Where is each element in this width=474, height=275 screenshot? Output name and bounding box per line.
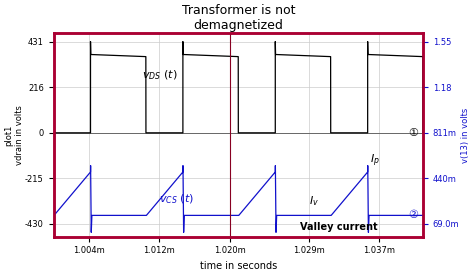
Text: ①: ①	[409, 128, 419, 138]
Title: Transformer is not
demagnetized: Transformer is not demagnetized	[182, 4, 295, 32]
Text: $I_p$: $I_p$	[370, 153, 380, 169]
Text: $v_{DS}\ (t)$: $v_{DS}\ (t)$	[142, 68, 177, 82]
Text: $I_v$: $I_v$	[309, 194, 319, 208]
Text: $v_{CS}\ (t)$: $v_{CS}\ (t)$	[159, 193, 194, 207]
Y-axis label: v(13) in volts: v(13) in volts	[461, 107, 470, 163]
Y-axis label: plot1
vdrain in volts: plot1 vdrain in volts	[4, 105, 24, 165]
X-axis label: time in seconds: time in seconds	[200, 261, 277, 271]
Text: ②: ②	[409, 210, 419, 220]
Text: Valley current: Valley current	[300, 222, 377, 232]
